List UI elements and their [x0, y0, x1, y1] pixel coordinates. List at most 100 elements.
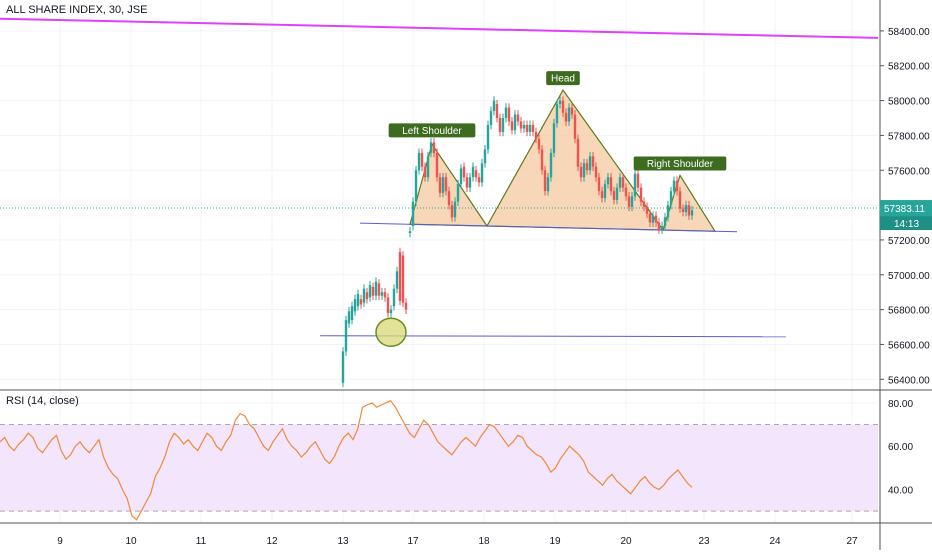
candle-body [377, 283, 381, 296]
candle-body [356, 293, 360, 307]
current-price-tag [880, 200, 932, 217]
candle-body [389, 309, 393, 314]
candle-body [398, 252, 402, 301]
candle-body [636, 173, 640, 188]
candle-body [429, 142, 433, 153]
candle-body [365, 292, 369, 300]
candle-body [597, 177, 601, 192]
candle-body [663, 217, 667, 226]
candle-body [486, 124, 490, 150]
candle-body [567, 107, 571, 122]
candle-body [510, 121, 514, 131]
time-tick-label: 24 [769, 536, 781, 547]
candle-body [642, 201, 646, 207]
price-tick-label: 58000.00 [888, 97, 930, 108]
candle-body [561, 100, 565, 113]
candle-body [618, 177, 622, 188]
candle-body [687, 205, 691, 216]
rsi-tick-label: 60.00 [888, 442, 913, 453]
candle-body [423, 166, 427, 178]
candle-body [368, 285, 372, 298]
candle-body [489, 111, 493, 125]
time-tick-label: 9 [57, 536, 63, 547]
countdown-value: 14:13 [894, 219, 919, 230]
chart-title: ALL SHARE INDEX, 30, JSE [6, 4, 148, 16]
candle-body [362, 288, 366, 303]
candle-body [603, 184, 607, 199]
candle-body [549, 152, 553, 178]
candle-body [564, 112, 568, 122]
candle-body [401, 255, 405, 303]
candle-body [537, 138, 541, 150]
candle-body [540, 149, 544, 171]
candle-body [426, 156, 430, 178]
candle-body [594, 166, 598, 178]
candle-body [645, 206, 649, 214]
price-tick-label: 56800.00 [888, 306, 930, 317]
candle-body [371, 286, 375, 296]
candle-body [447, 191, 451, 206]
candle-body [576, 138, 580, 167]
candle-body [495, 104, 499, 118]
candle-body [582, 163, 586, 178]
rsi-band [0, 424, 878, 512]
candle-body [579, 166, 583, 178]
price-tick-label: 56600.00 [888, 340, 930, 351]
current-price-value: 57383.11 [884, 204, 925, 215]
candle-body [621, 177, 625, 188]
candle-body [498, 118, 502, 132]
candle-body [513, 114, 517, 131]
candle-body [359, 299, 363, 305]
candle-body [374, 281, 378, 296]
candle-body [648, 213, 652, 223]
candle-body [678, 191, 682, 209]
candle-body [654, 215, 658, 223]
candle-body [435, 152, 439, 178]
candle-body [459, 168, 463, 185]
candle-body [350, 306, 354, 321]
candle-body [606, 177, 610, 185]
time-tick-label: 18 [478, 536, 490, 547]
pattern-label-box [546, 71, 580, 86]
candle-body [666, 205, 670, 218]
candle-body [612, 191, 616, 200]
trend-line [0, 17, 879, 39]
candle-body [570, 107, 574, 115]
price-tick-label: 57600.00 [888, 166, 930, 177]
time-tick-label: 10 [125, 536, 137, 547]
pattern-label: Right Shoulder [647, 159, 714, 170]
price-tick-label: 57800.00 [888, 131, 930, 142]
candle-body [386, 297, 390, 314]
candle-body [408, 231, 412, 233]
candle-body [392, 288, 396, 307]
candle-body [516, 114, 520, 122]
candle-body [651, 215, 655, 223]
candle-body [483, 149, 487, 164]
candle-body [474, 170, 478, 178]
candle-body [438, 177, 442, 193]
time-tick-label: 11 [196, 536, 207, 547]
time-tick-label: 20 [620, 536, 632, 547]
candle-body [468, 177, 472, 188]
candle-body [543, 170, 547, 192]
candle-body [558, 100, 562, 105]
candle-body [684, 205, 688, 213]
candle-body [432, 142, 436, 153]
price-tick-label: 56400.00 [888, 375, 930, 386]
candle-body [627, 196, 631, 207]
pattern-label-box [633, 156, 727, 171]
candle-body [624, 187, 628, 197]
candle-body [411, 201, 415, 226]
neckline [359, 222, 738, 233]
time-tick-label: 27 [846, 536, 858, 547]
candle-body [453, 201, 457, 218]
candle-body [639, 187, 643, 202]
price-tick-label: 58200.00 [888, 62, 930, 73]
candle-body [353, 299, 357, 312]
candle-body [504, 107, 508, 118]
candle-body [534, 131, 538, 139]
price-tick-label: 57000.00 [888, 271, 930, 282]
candle-body [690, 210, 694, 216]
